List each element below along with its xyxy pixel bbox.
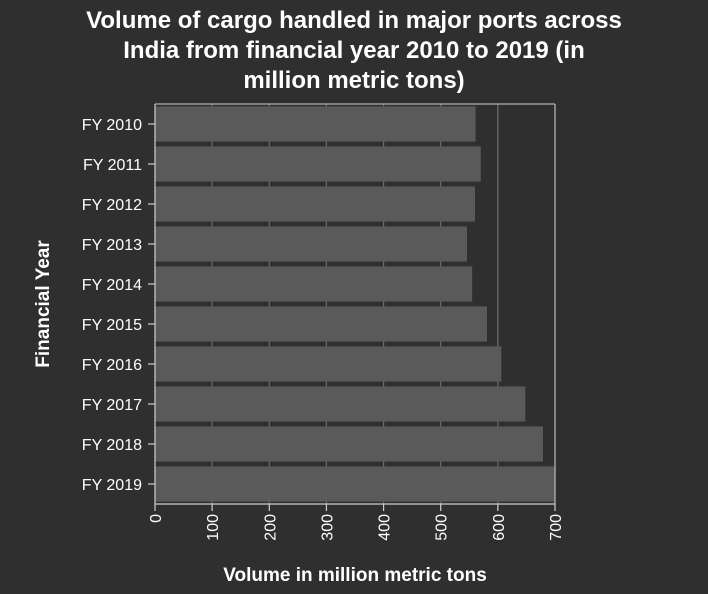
bar-fy-2016 xyxy=(155,346,502,382)
y-axis-title: Financial Year xyxy=(33,240,54,368)
bar-fy-2011 xyxy=(155,146,481,182)
y-tick-label: FY 2010 xyxy=(82,117,142,134)
y-axis-ticks: FY 2010 FY 2011 FY 2012 FY 2013 FY 2014 FY 20… xyxy=(82,117,155,494)
chart-title-line-2: India from financial year 2010 to 2019 (… xyxy=(123,37,585,64)
bar-fy-2019 xyxy=(155,466,555,502)
x-tick-label: 200 xyxy=(262,514,279,541)
x-axis-ticks: 0 100 200 300 400 500 600 700 xyxy=(148,504,565,541)
x-tick-label: 0 xyxy=(148,514,165,523)
bar-fy-2010 xyxy=(155,106,476,142)
bar-fy-2017 xyxy=(155,386,526,422)
x-tick-label: 400 xyxy=(377,514,394,541)
x-tick-label: 100 xyxy=(205,514,222,541)
chart-title-line-3: million metric tons) xyxy=(243,67,465,94)
y-tick-label: FY 2011 xyxy=(83,157,142,174)
bar-fy-2015 xyxy=(155,306,487,342)
y-tick-label: FY 2018 xyxy=(82,437,142,454)
x-axis-title: Volume in million metric tons xyxy=(223,565,487,586)
axes xyxy=(154,103,556,505)
y-tick-label: FY 2015 xyxy=(82,317,142,334)
bar-fy-2018 xyxy=(155,426,543,462)
x-tick-label: 500 xyxy=(434,514,451,541)
x-tick-label: 300 xyxy=(319,514,336,541)
x-tick-label: 700 xyxy=(548,514,565,541)
bars xyxy=(155,106,555,502)
y-tick-label: FY 2017 xyxy=(82,397,142,414)
y-tick-label: FY 2013 xyxy=(82,237,142,254)
bar-fy-2012 xyxy=(155,186,475,222)
chart-title-line-1: Volume of cargo handled in major ports a… xyxy=(86,7,622,34)
bar-fy-2013 xyxy=(155,226,467,262)
y-tick-label: FY 2014 xyxy=(82,277,142,294)
bar-fy-2014 xyxy=(155,266,473,302)
y-tick-label: FY 2019 xyxy=(82,477,142,494)
chart-title: Volume of cargo handled in major ports a… xyxy=(0,6,708,96)
y-tick-label: FY 2012 xyxy=(82,197,142,214)
y-tick-label: FY 2016 xyxy=(82,357,142,374)
x-tick-label: 600 xyxy=(491,514,508,541)
